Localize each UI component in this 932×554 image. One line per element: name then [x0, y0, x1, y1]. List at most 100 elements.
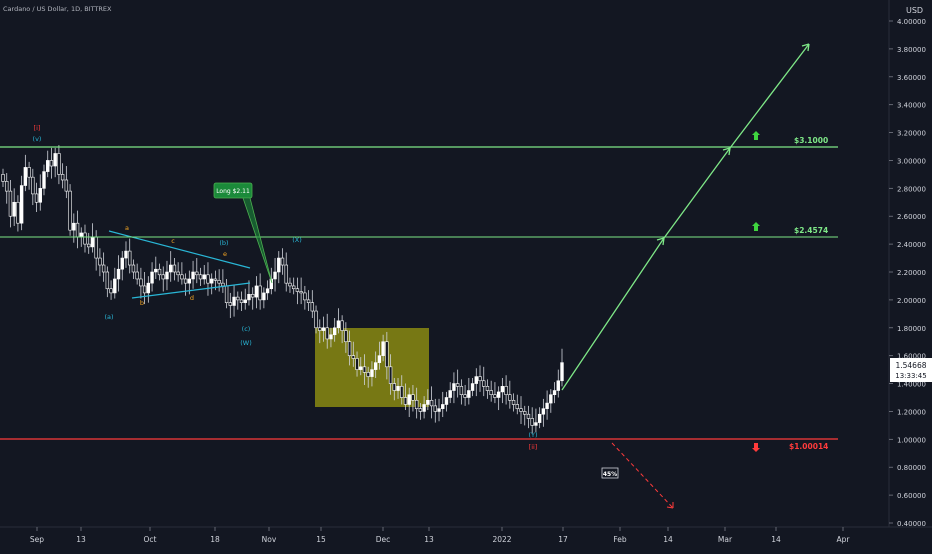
candle-down: [87, 243, 91, 248]
candle-up: [150, 271, 154, 284]
price-tick-label: 1.80000: [897, 325, 926, 333]
currency-label: USD: [906, 6, 923, 15]
price-tick-label: 2.00000: [897, 297, 926, 305]
candle-down: [161, 274, 165, 280]
price-tick-label: 3.80000: [897, 46, 926, 54]
candle-down: [493, 394, 497, 398]
candle-up: [474, 376, 478, 384]
price-tick-label: 1.60000: [897, 353, 926, 361]
candle-down: [135, 271, 139, 280]
candle-down: [347, 341, 352, 356]
candle-up: [191, 271, 195, 280]
candle-up: [154, 268, 158, 273]
candle-down: [258, 285, 262, 301]
candle-down: [98, 257, 102, 266]
candle-down: [224, 285, 229, 303]
time-tick-label: Feb: [613, 535, 627, 544]
candle-up: [321, 327, 326, 331]
candle-down: [485, 386, 490, 391]
candle-up: [336, 320, 341, 329]
candle-down: [217, 280, 221, 284]
projection-arrowhead-icon: [656, 237, 665, 246]
candle-up: [169, 264, 173, 273]
candle-up: [53, 153, 57, 167]
time-tick-label: Sep: [30, 535, 44, 544]
candle-down: [310, 302, 315, 312]
candle-up: [448, 390, 452, 398]
candle-up: [243, 299, 247, 303]
candle-up: [441, 404, 445, 409]
candle-up: [537, 413, 542, 423]
candle-up: [500, 386, 505, 393]
wave-label-b-orange: b: [140, 299, 144, 307]
candle-up: [277, 257, 281, 273]
candle-up: [12, 201, 16, 217]
candle-down: [288, 282, 292, 287]
candle-down: [511, 399, 516, 405]
candle-down: [49, 160, 54, 167]
candle-down: [519, 408, 523, 412]
candle-down: [299, 291, 303, 294]
candle-down: [5, 181, 9, 192]
candle-down: [128, 250, 132, 266]
last-price-value: 1.54668: [895, 361, 926, 370]
candle-down: [8, 190, 13, 217]
level-label-2-4574: $2.4574: [794, 226, 828, 235]
time-tick-label: 17: [558, 535, 568, 544]
time-tick-label: 15: [316, 535, 326, 544]
candle-down: [27, 167, 31, 178]
level-label-3-1000: $3.1000: [794, 136, 828, 145]
candle-up: [496, 391, 501, 398]
time-tick-label: 2022: [492, 535, 511, 544]
wave-label-i: [i]: [34, 124, 41, 132]
price-tick-label: 2.80000: [897, 185, 926, 193]
candle-down: [508, 394, 512, 401]
time-tick-label: Nov: [262, 535, 277, 544]
candle-down: [362, 366, 367, 373]
candle-down: [400, 386, 404, 398]
time-tick-label: Dec: [376, 535, 391, 544]
time-tick-label: 13: [424, 535, 434, 544]
candle-down: [523, 411, 527, 415]
candle-down: [16, 201, 20, 224]
time-axis[interactable]: Sep 13 Oct 18 Nov 15 Dec 13 2022 17 Feb 14 Mar 14 Apr: [30, 527, 850, 544]
candle-down: [392, 383, 396, 391]
candle-down: [172, 264, 177, 273]
time-tick-label: 13: [76, 535, 86, 544]
candle-down: [213, 278, 218, 281]
candle-up: [541, 408, 546, 415]
candle-up: [407, 394, 411, 405]
wave-label-d-orange: d: [190, 294, 194, 302]
price-tick-label: 3.60000: [897, 74, 926, 82]
time-tick-label: 18: [210, 535, 220, 544]
up-arrow-icon: [752, 131, 760, 140]
candle-down: [284, 264, 288, 284]
candle-down: [433, 405, 437, 412]
time-tick-label: Mar: [718, 535, 733, 544]
candle-down: [75, 222, 80, 238]
candle-down: [306, 299, 311, 303]
candle-up: [549, 394, 553, 404]
price-tick-label: 2.20000: [897, 269, 926, 277]
wave-label-e-orange: e: [223, 250, 227, 258]
candle-down: [291, 285, 296, 290]
candle-up: [120, 257, 124, 270]
price-axis[interactable]: 4.00000 3.80000 3.60000 3.40000 3.20000 3.000…: [889, 18, 926, 528]
candle-down: [418, 408, 423, 412]
candle-up: [534, 422, 538, 426]
wave-label-c-orange: c: [171, 237, 175, 245]
candle-up: [370, 369, 374, 377]
candle-down: [239, 299, 244, 303]
candle-up: [373, 362, 378, 370]
price-tick-label: 2.60000: [897, 213, 926, 221]
candle-down: [94, 236, 98, 259]
candle-down: [388, 366, 393, 384]
candle-down: [83, 232, 87, 245]
wedge-lower-line: [131, 282, 251, 299]
candle-down: [366, 372, 370, 377]
candle-down: [351, 355, 356, 359]
candle-down: [344, 330, 348, 343]
candle-up: [254, 285, 259, 298]
probability-label: 45%: [603, 471, 617, 478]
